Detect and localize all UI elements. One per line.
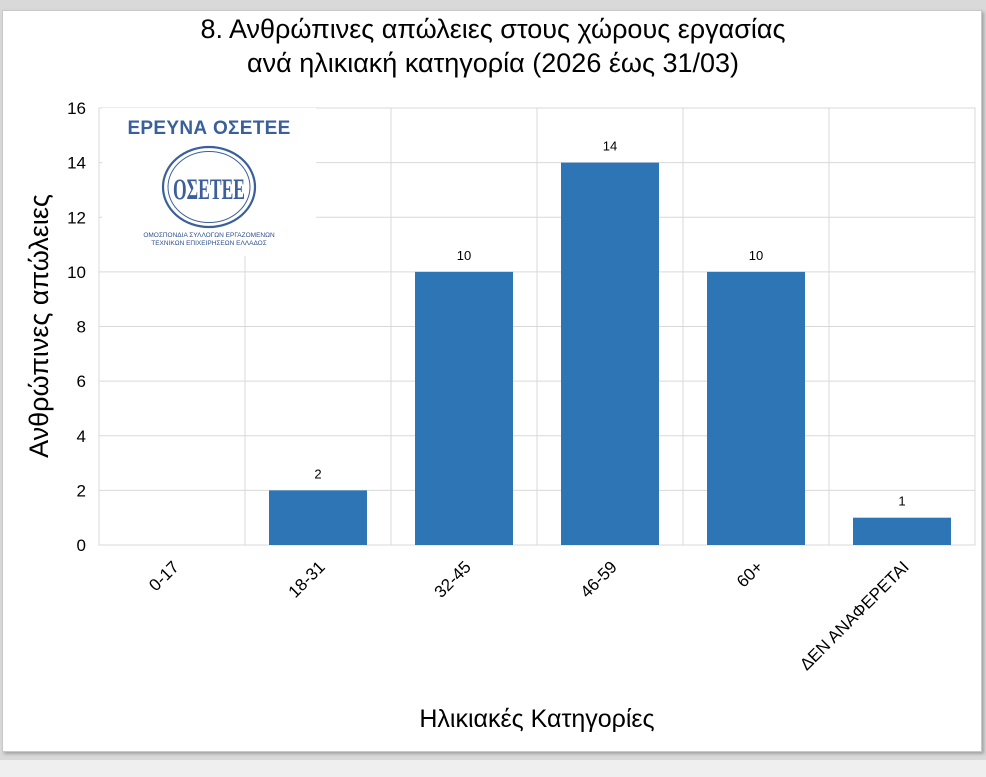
bar <box>561 162 659 545</box>
osetee-logo: ΕΡΕΥΝΑ ΟΣΕΤΕΕ ΟΣΕΤΕΕ ΟΜΟΣΠΟΝΔΙΑ ΣΥΛΛΟΓΩΝ… <box>102 108 316 256</box>
bottom-strip <box>0 760 986 777</box>
logo-emblem-text: ΟΣΕΤΕΕ <box>173 173 245 206</box>
data-label: 14 <box>603 139 617 154</box>
x-tick-label: 60+ <box>733 557 767 591</box>
y-tick-label: 16 <box>67 99 86 118</box>
chart-title-line-1: 8. Ανθρώπινες απώλειες στους χώρους εργα… <box>200 14 786 44</box>
y-tick-label: 2 <box>77 481 86 500</box>
logo-subtitle-line-2: ΤΕΧΝΙΚΩΝ ΕΠΙΧΕΙΡΗΣΕΩΝ ΕΛΛΑΔΟΣ <box>151 240 267 247</box>
x-axis-title: Ηλικιακές Κατηγορίες <box>419 705 654 733</box>
y-tick-label: 8 <box>77 318 86 337</box>
logo-text: ΕΡΕΥΝΑ ΟΣΕΤΕΕ <box>127 118 291 139</box>
logo-subtitle-line-1: ΟΜΟΣΠΟΝΔΙΑ ΣΥΛΛΟΓΩΝ ΕΡΓΑΖΟΜΕΝΩΝ <box>143 232 275 239</box>
bar <box>269 490 367 545</box>
y-tick-label: 0 <box>77 536 86 555</box>
x-tick-label: 46-59 <box>577 557 621 601</box>
y-tick-label: 10 <box>67 263 86 282</box>
data-label: 10 <box>457 248 471 263</box>
osetee-emblem-icon: ΟΣΕΤΕΕ <box>161 145 257 229</box>
y-tick-label: 4 <box>77 427 86 446</box>
bar <box>415 271 513 545</box>
bar <box>853 517 951 545</box>
x-tick-label: 0-17 <box>145 557 182 594</box>
y-tick-label: 12 <box>67 208 86 227</box>
x-tick-label: 32-45 <box>431 557 475 601</box>
y-tick-label: 14 <box>67 154 86 173</box>
logo-subtitle: ΟΜΟΣΠΟΝΔΙΑ ΣΥΛΛΟΓΩΝ ΕΡΓΑΖΟΜΕΝΩΝ ΤΕΧΝΙΚΩΝ… <box>102 232 316 248</box>
y-tick-label: 6 <box>77 372 86 391</box>
data-label: 10 <box>749 248 763 263</box>
chart-title: 8. Ανθρώπινες απώλειες στους χώρους εργα… <box>0 12 986 80</box>
data-label: 1 <box>898 494 905 509</box>
data-label: 2 <box>314 466 321 481</box>
x-tick-label: ΔΕΝ ΑΝΑΦΕΡΕΤΑΙ <box>796 557 913 674</box>
y-axis-title: Ανθρώπινες απώλειες <box>24 194 54 458</box>
x-tick-label: 18-31 <box>285 557 329 601</box>
bar <box>707 271 805 545</box>
chart-title-line-2: ανά ηλικιακή κατηγορία (2026 έως 31/03) <box>246 48 740 78</box>
